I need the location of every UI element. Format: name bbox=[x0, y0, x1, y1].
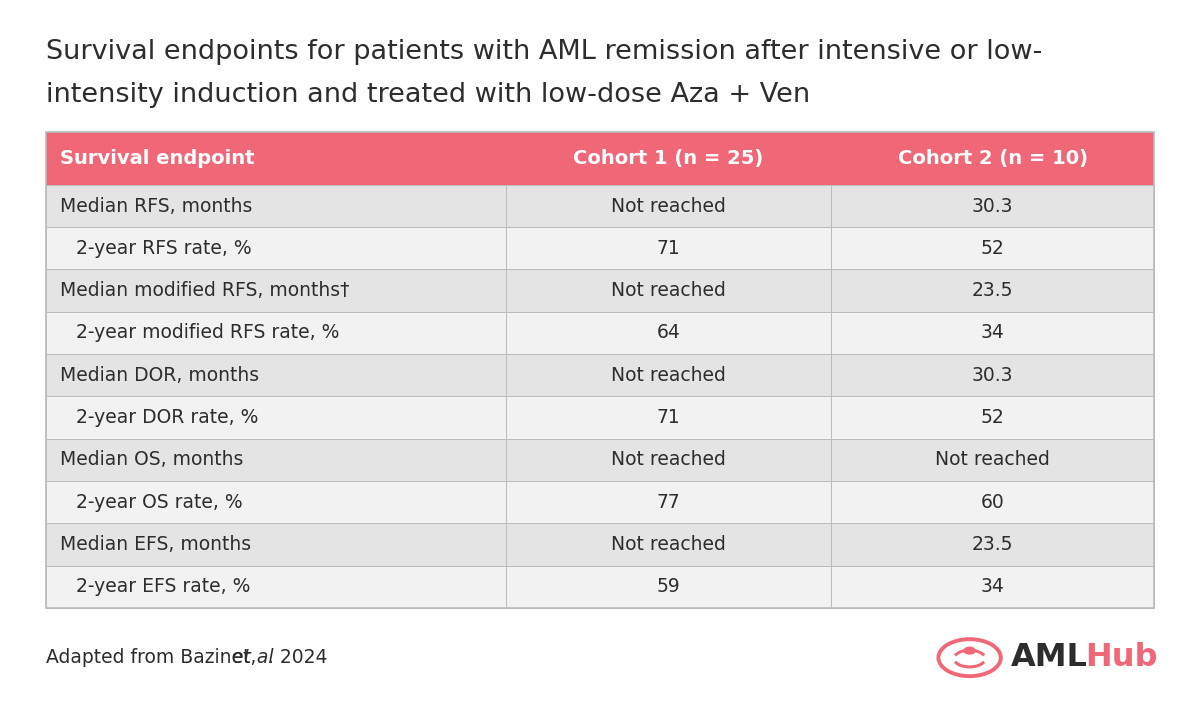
Text: 52: 52 bbox=[980, 408, 1004, 427]
Text: Hub: Hub bbox=[1085, 642, 1157, 673]
Text: Cohort 1 (n = 25): Cohort 1 (n = 25) bbox=[574, 149, 763, 168]
Text: Not reached: Not reached bbox=[611, 365, 726, 385]
Text: 30.3: 30.3 bbox=[972, 365, 1013, 385]
Text: intensity induction and treated with low-dose Aza + Ven: intensity induction and treated with low… bbox=[46, 82, 810, 108]
Text: 34: 34 bbox=[980, 577, 1004, 597]
Text: 30.3: 30.3 bbox=[972, 196, 1013, 215]
Text: Median EFS, months: Median EFS, months bbox=[60, 535, 251, 554]
Text: 71: 71 bbox=[656, 408, 680, 427]
Text: Survival endpoint: Survival endpoint bbox=[60, 149, 254, 168]
Text: 34: 34 bbox=[980, 324, 1004, 343]
Text: 2-year RFS rate, %: 2-year RFS rate, % bbox=[76, 239, 251, 258]
Text: 77: 77 bbox=[656, 493, 680, 512]
Text: 60: 60 bbox=[980, 493, 1004, 512]
Text: Median modified RFS, months†: Median modified RFS, months† bbox=[60, 281, 349, 300]
Text: 71: 71 bbox=[656, 239, 680, 258]
Text: 2-year DOR rate, %: 2-year DOR rate, % bbox=[76, 408, 258, 427]
Text: 23.5: 23.5 bbox=[972, 281, 1013, 300]
Text: Not reached: Not reached bbox=[611, 281, 726, 300]
Text: 2-year EFS rate, %: 2-year EFS rate, % bbox=[76, 577, 250, 597]
Text: et al: et al bbox=[232, 648, 274, 667]
Text: Adapted from Bazinet,: Adapted from Bazinet, bbox=[46, 648, 262, 667]
Text: Not reached: Not reached bbox=[611, 450, 726, 469]
Text: Median DOR, months: Median DOR, months bbox=[60, 365, 259, 385]
Text: 23.5: 23.5 bbox=[972, 535, 1013, 554]
Text: 2-year OS rate, %: 2-year OS rate, % bbox=[76, 493, 242, 512]
Text: Not reached: Not reached bbox=[611, 535, 726, 554]
Text: Not reached: Not reached bbox=[611, 196, 726, 215]
Text: . 2024: . 2024 bbox=[268, 648, 328, 667]
Text: Not reached: Not reached bbox=[935, 450, 1050, 469]
Text: 2-year modified RFS rate, %: 2-year modified RFS rate, % bbox=[76, 324, 338, 343]
Text: 64: 64 bbox=[656, 324, 680, 343]
Text: Median RFS, months: Median RFS, months bbox=[60, 196, 252, 215]
Text: Median OS, months: Median OS, months bbox=[60, 450, 244, 469]
Text: AML: AML bbox=[1010, 642, 1087, 673]
Text: 59: 59 bbox=[656, 577, 680, 597]
Text: 52: 52 bbox=[980, 239, 1004, 258]
Text: Cohort 2 (n = 10): Cohort 2 (n = 10) bbox=[898, 149, 1087, 168]
Text: Survival endpoints for patients with AML remission after intensive or low-: Survival endpoints for patients with AML… bbox=[46, 39, 1042, 65]
